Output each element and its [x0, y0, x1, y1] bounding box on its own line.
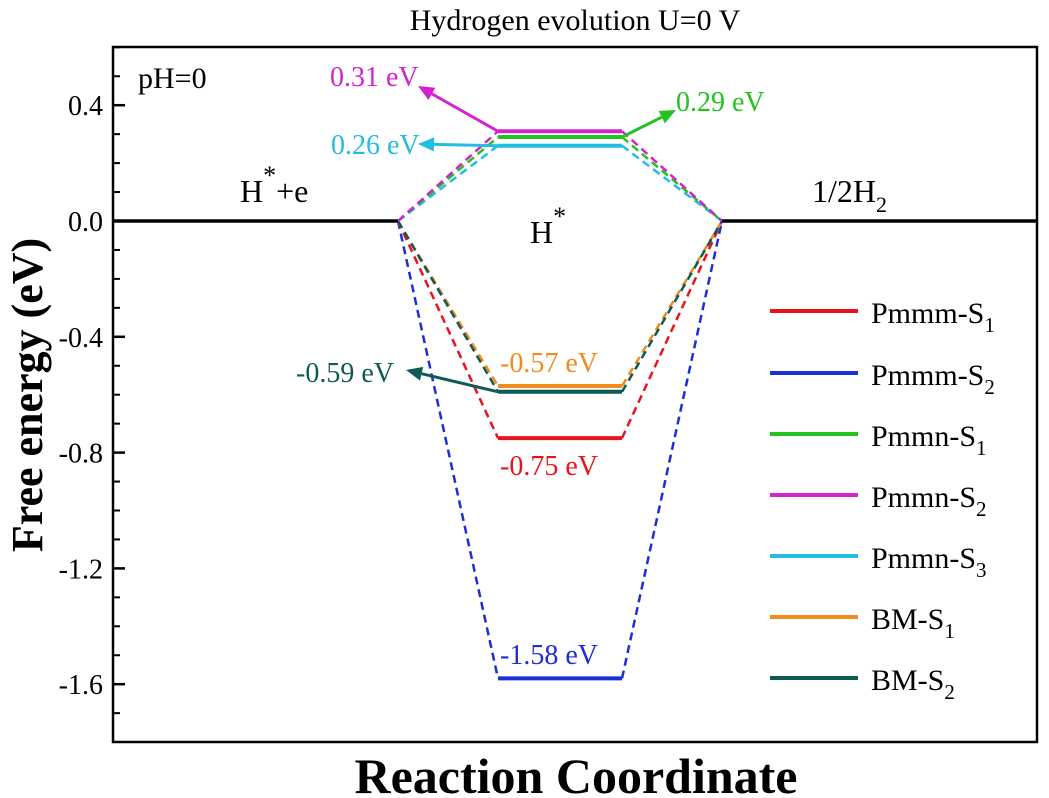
annotation-label-6: -1.58 eV: [500, 640, 598, 671]
legend-label: Pmmn-S3: [871, 542, 987, 582]
annotation-label-2: 0.26 eV: [331, 130, 420, 161]
annotation-arrow-2: [418, 137, 499, 152]
legend-item-0: Pmmm-S1: [770, 297, 995, 337]
ph-label: pH=0: [138, 62, 207, 95]
connector-1-a: [396, 220, 500, 679]
legend-item-2: Pmmn-S1: [770, 420, 987, 460]
legend-label: Pmmm-S2: [871, 359, 995, 399]
connector-2-a: [397, 136, 499, 222]
y-axis-title: Free energy (eV): [3, 238, 52, 552]
connector-5-b: [620, 220, 724, 387]
legend-item-1: Pmmm-S2: [770, 359, 995, 399]
connector-0-a: [396, 220, 500, 439]
annotation-label-1: 0.29 eV: [676, 87, 765, 118]
y-tick-label: -1.6: [59, 670, 103, 701]
legend-item-3: Pmmn-S2: [770, 481, 987, 521]
connector-3-b: [621, 130, 723, 222]
connector-1-b: [620, 220, 724, 679]
state-label-0: H*+e: [240, 161, 308, 209]
legend-label: BM-S1: [871, 603, 955, 643]
annotation-arrows: 0.31 eV 0.29 eV 0.26 eV -0.57 eV -0.59 eV -0.…: [296, 62, 765, 671]
connector-0-b: [620, 220, 724, 439]
legend-item-5: BM-S1: [770, 603, 955, 643]
legend: Pmmm-S1 Pmmm-S2 Pmmn-S1 Pmmn-S2 Pmmn-S3 BM-S1…: [770, 297, 995, 704]
y-tick-label: -1.2: [59, 554, 103, 585]
x-axis-title: Reaction Coordinate: [355, 748, 798, 798]
y-tick-label: -0.8: [59, 439, 103, 470]
state-labels: H*+e H* 1/2H2: [240, 161, 887, 250]
y-tick-label: -0.4: [59, 323, 103, 354]
annotation-label-0: 0.31 eV: [330, 62, 419, 93]
legend-label: BM-S2: [871, 664, 955, 704]
connector-2-b: [621, 136, 723, 222]
annotation-label-4: -0.59 eV: [296, 358, 394, 389]
connector-6-b: [620, 220, 724, 393]
legend-item-4: Pmmn-S3: [770, 542, 987, 582]
state-label-1: H*: [530, 202, 566, 250]
plot-frame: [111, 45, 1039, 744]
energy-levels: [113, 129, 1037, 681]
legend-item-6: BM-S2: [770, 664, 955, 704]
connector-6-a: [396, 220, 500, 393]
annotation-label-5: -0.75 eV: [500, 451, 598, 482]
y-tick-label: 0.0: [68, 207, 103, 238]
annotation-label-3: -0.57 eV: [500, 348, 598, 379]
annotation-arrow-4: [406, 366, 499, 394]
annotation-arrow-1: [621, 110, 676, 139]
y-axis: 0.4 0.0 -0.4 -0.8 -1.2 -1.6: [59, 46, 125, 715]
legend-label: Pmmn-S2: [871, 481, 987, 521]
y-tick-label: 0.4: [68, 91, 103, 122]
legend-label: Pmmn-S1: [871, 420, 987, 460]
chart-title: Hydrogen evolution U=0 V: [410, 4, 741, 37]
annotation-arrow-0: [418, 86, 499, 133]
state-label-2: 1/2H2: [812, 173, 887, 217]
legend-label: Pmmm-S1: [871, 297, 995, 337]
